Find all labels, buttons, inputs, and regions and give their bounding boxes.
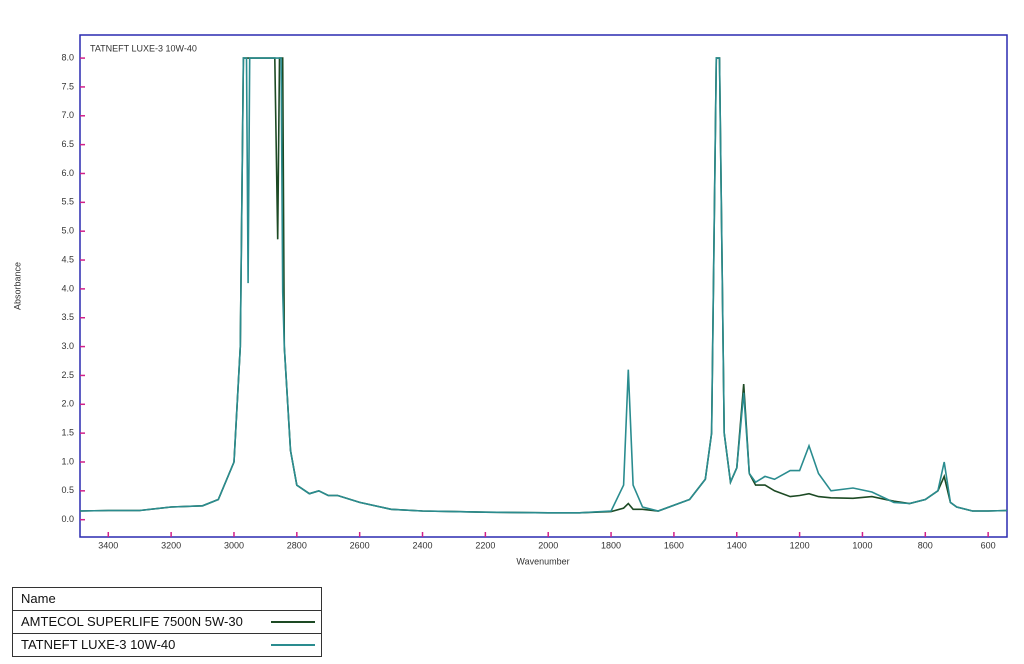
y-tick-label: 3.5 [61, 312, 74, 322]
x-tick-label: 2200 [475, 540, 495, 550]
legend-swatch [271, 621, 315, 623]
x-tick-label: 1200 [790, 540, 810, 550]
legend: Name AMTECOL SUPERLIFE 7500N 5W-30 TATNEF… [12, 587, 322, 657]
x-tick-label: 3000 [224, 540, 244, 550]
y-tick-label: 4.0 [61, 283, 74, 293]
x-tick-label: 2800 [287, 540, 307, 550]
x-tick-label: 800 [918, 540, 933, 550]
chart: TATNEFT LUXE-3 10W-40 Wavenumber Absorba… [12, 34, 1008, 566]
x-axis-label: Wavenumber [516, 556, 569, 566]
y-tick-label: 7.5 [61, 81, 74, 91]
legend-label: AMTECOL SUPERLIFE 7500N 5W-30 [21, 614, 243, 629]
series-line [79, 57, 1008, 514]
y-tick-label: 5.0 [61, 226, 74, 236]
chart-title: TATNEFT LUXE-3 10W-40 [90, 43, 197, 53]
legend-swatch [271, 644, 315, 646]
legend-entry: AMTECOL SUPERLIFE 7500N 5W-30 [13, 610, 321, 633]
y-tick-label: 3.0 [61, 341, 74, 351]
x-tick-label: 3200 [161, 540, 181, 550]
y-tick-label: 2.5 [61, 370, 74, 380]
y-tick-label: 0.5 [61, 485, 74, 495]
y-tick-label: 8.0 [61, 52, 74, 62]
x-tick-label: 1600 [664, 540, 684, 550]
plot-frame [79, 34, 1008, 538]
y-tick-label: 5.5 [61, 197, 74, 207]
y-tick-label: 4.5 [61, 254, 74, 264]
x-tick-label: 600 [981, 540, 996, 550]
y-tick-label: 6.0 [61, 168, 74, 178]
x-tick-label: 2600 [350, 540, 370, 550]
y-tick-label: 6.5 [61, 139, 74, 149]
series-line [79, 57, 1008, 514]
y-tick-label: 0.0 [61, 514, 74, 524]
legend-entry: TATNEFT LUXE-3 10W-40 [13, 633, 321, 656]
x-tick-label: 1400 [727, 540, 747, 550]
y-tick-label: 7.0 [61, 110, 74, 120]
legend-header: Name [21, 591, 56, 606]
x-tick-label: 2400 [413, 540, 433, 550]
x-tick-label: 2000 [538, 540, 558, 550]
y-tick-label: 2.0 [61, 399, 74, 409]
legend-label: TATNEFT LUXE-3 10W-40 [21, 637, 176, 652]
y-tick-label: 1.5 [61, 428, 74, 438]
x-tick-label: 1000 [852, 540, 872, 550]
y-axis-label: Absorbance [12, 262, 22, 310]
x-tick-label: 1800 [601, 540, 621, 550]
x-tick-label: 3400 [98, 540, 118, 550]
y-tick-label: 1.0 [61, 456, 74, 466]
